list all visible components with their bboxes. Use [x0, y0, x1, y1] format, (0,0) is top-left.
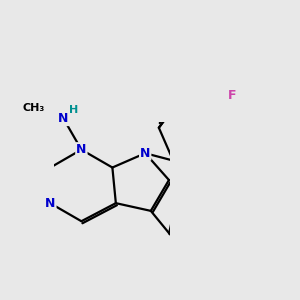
Text: N: N: [58, 112, 69, 125]
Text: H: H: [69, 105, 79, 116]
Text: N: N: [140, 147, 150, 160]
Text: N: N: [45, 197, 56, 210]
Text: CH₃: CH₃: [22, 103, 44, 112]
Text: F: F: [228, 89, 236, 102]
Text: N: N: [76, 143, 87, 156]
